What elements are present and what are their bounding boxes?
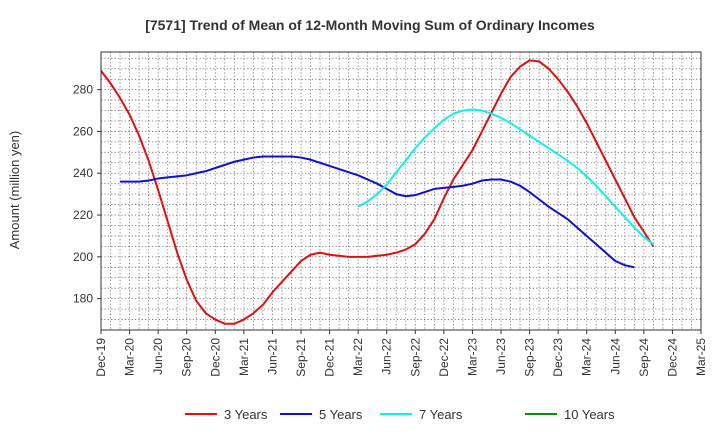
x-tick-label: Dec-24: [665, 338, 679, 377]
y-tick-label: 220: [73, 208, 93, 222]
y-tick-label: 280: [73, 83, 93, 97]
chart-title: [7571] Trend of Mean of 12-Month Moving …: [145, 17, 595, 33]
legend-label-3-years: 3 Years: [224, 407, 268, 422]
x-tick-label: Dec-21: [323, 338, 337, 377]
x-tick-label: Jun-20: [151, 338, 165, 375]
x-tick-label: Mar-20: [123, 338, 137, 376]
x-tick-label: Sep-20: [180, 338, 194, 377]
x-tick-label: Dec-22: [437, 338, 451, 377]
legend-label-10-years: 10 Years: [564, 407, 615, 422]
series-line-7-years: [357, 108, 654, 246]
y-tick-label: 260: [73, 124, 93, 138]
y-axis-label: Amount (million yen): [7, 131, 22, 250]
plot-series: [100, 59, 655, 325]
plot-grid: [101, 52, 701, 330]
series-line-3-years: [100, 59, 655, 325]
series-line-5-years: [120, 155, 635, 269]
x-tick-label: Jun-22: [380, 338, 394, 375]
x-tick-label: Dec-23: [551, 338, 565, 377]
x-tick-label: Sep-24: [637, 338, 651, 377]
x-tick-label: Jun-24: [608, 338, 622, 375]
x-tick-label: Dec-20: [208, 338, 222, 377]
legend-label-5-years: 5 Years: [319, 407, 363, 422]
x-tick-label: Mar-21: [237, 338, 251, 376]
y-tick-label: 240: [73, 166, 93, 180]
y-tick-label: 200: [73, 250, 93, 264]
x-tick-label: Jun-21: [265, 338, 279, 375]
y-axis-ticks: 180 200 220 240 260 280: [73, 83, 101, 306]
x-tick-label: Dec-19: [94, 338, 108, 377]
legend-label-7-years: 7 Years: [419, 407, 463, 422]
x-tick-label: Sep-23: [523, 338, 537, 377]
x-tick-label: Sep-22: [408, 338, 422, 377]
x-tick-label: Mar-22: [351, 338, 365, 376]
y-tick-label: 180: [73, 292, 93, 306]
x-axis-ticks: Dec-19 Mar-20 Jun-20 Sep-20 Dec-20 Mar-21 Jun-…: [94, 330, 708, 377]
x-tick-label: Mar-24: [580, 338, 594, 376]
legend: 3 Years 5 Years 7 Years 10 Years: [185, 407, 615, 422]
x-tick-label: Mar-23: [465, 338, 479, 376]
plot-frame: [100, 51, 702, 331]
x-tick-label: Mar-25: [694, 338, 708, 376]
x-tick-label: Sep-21: [294, 338, 308, 377]
x-tick-label: Jun-23: [494, 338, 508, 375]
